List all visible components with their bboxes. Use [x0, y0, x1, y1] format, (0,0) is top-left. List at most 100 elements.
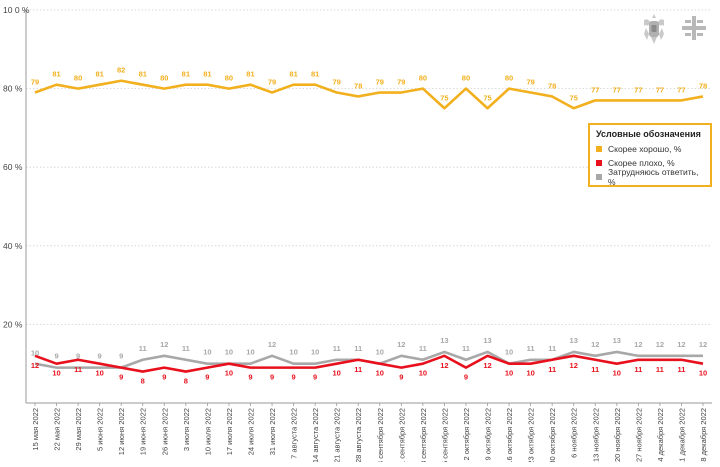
data-label-1: 11	[656, 365, 664, 374]
y-tick-label: 10 0 %	[3, 5, 30, 15]
x-tick-label: 24 июля 2022	[246, 408, 255, 455]
legend-item-good: Скорее хорошо, %	[596, 142, 704, 156]
data-label-0: 75	[570, 93, 578, 102]
data-label-2: 12	[677, 340, 685, 349]
x-tick-label: 15 мая 2022	[31, 408, 40, 451]
data-label-0: 78	[354, 81, 362, 90]
data-label-1: 10	[333, 369, 341, 378]
data-label-1: 10	[52, 369, 60, 378]
x-tick-label: 21 августа 2022	[333, 408, 342, 462]
legend-item-bad: Скорее плохо, %	[596, 156, 704, 170]
data-label-0: 81	[289, 70, 297, 79]
data-label-1: 11	[74, 365, 82, 374]
data-label-1: 12	[31, 361, 39, 370]
data-label-0: 78	[699, 81, 707, 90]
x-tick-label: 13 ноября 2022	[591, 408, 600, 462]
y-tick-label: 80 %	[3, 84, 23, 94]
data-label-1: 10	[699, 369, 707, 378]
data-label-0: 77	[634, 85, 642, 94]
data-label-1: 12	[483, 361, 491, 370]
data-label-1: 8	[141, 377, 145, 386]
data-label-2: 12	[656, 340, 664, 349]
data-label-0: 79	[31, 78, 39, 87]
data-label-1: 10	[376, 369, 384, 378]
data-label-1: 9	[248, 373, 252, 382]
data-label-2: 11	[333, 344, 341, 353]
data-label-2: 11	[182, 344, 190, 353]
data-label-0: 81	[311, 70, 319, 79]
data-label-0: 80	[462, 74, 470, 83]
data-label-0: 81	[95, 70, 103, 79]
data-label-0: 80	[505, 74, 513, 83]
data-label-0: 79	[376, 78, 384, 87]
x-tick-label: 11 декабря 2022	[677, 408, 686, 462]
data-label-1: 11	[354, 365, 362, 374]
data-label-0: 77	[677, 85, 685, 94]
data-label-0: 79	[333, 78, 341, 87]
x-tick-label: 29 мая 2022	[74, 408, 83, 451]
series-line-0	[34, 79, 704, 110]
data-label-1: 12	[440, 361, 448, 370]
x-tick-label: 14 августа 2022	[311, 408, 320, 462]
x-tick-label: 19 июня 2022	[139, 408, 148, 455]
data-label-1: 9	[162, 373, 166, 382]
data-label-0: 77	[591, 85, 599, 94]
data-label-1: 12	[570, 361, 578, 370]
data-label-1: 11	[591, 365, 599, 374]
data-label-2: 13	[570, 336, 578, 345]
data-label-0: 80	[419, 74, 427, 83]
data-label-2: 13	[483, 336, 491, 345]
data-label-0: 80	[160, 74, 168, 83]
data-label-1: 9	[291, 373, 295, 382]
data-label-0: 81	[182, 70, 190, 79]
data-label-2: 10	[376, 348, 384, 357]
data-label-0: 79	[526, 78, 534, 87]
data-label-1: 9	[205, 373, 209, 382]
x-tick-label: 4 декабря 2022	[656, 408, 665, 462]
legend-label-good: Скорее хорошо, %	[608, 144, 682, 154]
data-label-1: 10	[613, 369, 621, 378]
y-tick-label: 40 %	[3, 241, 23, 251]
data-label-2: 13	[440, 336, 448, 345]
x-tick-label: 18 сентября 2022	[419, 408, 428, 462]
x-tick-label: 25 сентября 2022	[440, 408, 449, 462]
data-label-1: 11	[634, 365, 642, 374]
x-tick-label: 17 июля 2022	[225, 408, 234, 455]
data-label-0: 78	[548, 81, 556, 90]
data-label-1: 9	[399, 373, 403, 382]
data-label-2: 11	[462, 344, 470, 353]
data-label-0: 82	[117, 66, 125, 75]
data-label-0: 79	[268, 78, 276, 87]
data-label-2: 11	[354, 344, 362, 353]
legend-label-bad: Скорее плохо, %	[608, 158, 675, 168]
x-tick-label: 20 ноября 2022	[613, 408, 622, 462]
data-label-2: 10	[203, 348, 211, 357]
x-tick-label: 9 октября 2022	[484, 408, 493, 461]
data-label-1: 10	[526, 369, 534, 378]
x-tick-label: 30 октября 2022	[548, 408, 557, 462]
data-label-2: 10	[289, 348, 297, 357]
data-label-2: 9	[98, 352, 102, 361]
legend-swatch-unsure	[596, 174, 602, 180]
data-label-2: 12	[268, 340, 276, 349]
data-label-2: 10	[311, 348, 319, 357]
x-tick-label: 11 сентября 2022	[397, 408, 406, 462]
y-tick-label: 20 %	[3, 319, 23, 329]
data-label-2: 9	[54, 352, 58, 361]
legend-title: Условные обозначения	[596, 129, 701, 139]
data-label-2: 11	[527, 344, 535, 353]
data-label-1: 10	[419, 369, 427, 378]
data-label-1: 11	[677, 365, 685, 374]
data-label-2: 12	[699, 340, 707, 349]
data-label-2: 11	[548, 344, 556, 353]
data-label-2: 11	[419, 344, 427, 353]
y-tick-label: 60 %	[3, 162, 23, 172]
data-label-2: 12	[591, 340, 599, 349]
data-label-2: 13	[613, 336, 621, 345]
data-label-1: 9	[313, 373, 317, 382]
data-label-0: 81	[246, 70, 254, 79]
data-label-0: 75	[440, 93, 448, 102]
legend-swatch-good	[596, 146, 602, 152]
